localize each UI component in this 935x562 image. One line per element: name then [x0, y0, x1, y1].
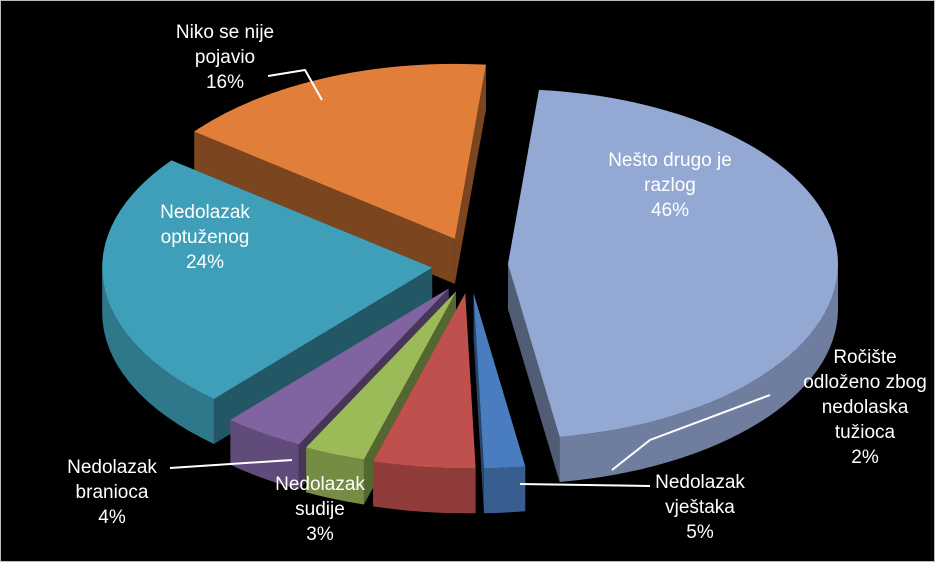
leader-line — [267, 68, 323, 101]
leader-lines — [169, 68, 771, 487]
label-name: Niko se nije pojavio — [175, 22, 275, 68]
slice-top — [194, 63, 486, 239]
slice-side — [473, 293, 484, 514]
label-name: Nedolazak optuženog — [160, 202, 250, 248]
slice-top — [507, 89, 838, 437]
slice — [373, 293, 476, 514]
label-value: 16% — [205, 72, 245, 93]
data-label: Ročište odloženo zbog nedolaska tužioca 2… — [795, 345, 935, 470]
slice-rim — [559, 264, 838, 482]
label-name: Ročište odloženo zbog nedolaska tužioca — [803, 347, 927, 443]
data-label: Nešto drugo je razlog 46% — [580, 148, 760, 223]
slice-rim — [306, 447, 364, 505]
data-label: Nedolazak sudije 3% — [260, 472, 380, 547]
slice-top — [230, 288, 449, 445]
slice-side — [454, 64, 486, 284]
slice-rim — [483, 466, 526, 514]
leader-line — [169, 459, 293, 469]
data-label: Niko se nije pojavio 16% — [155, 20, 295, 95]
label-name: Nedolazak vještaka — [655, 472, 745, 518]
label-value: 3% — [306, 524, 334, 545]
label-value: 5% — [686, 522, 714, 543]
slice-side — [194, 131, 455, 284]
slice-top — [306, 291, 457, 460]
slices — [102, 63, 838, 514]
slice-rim — [230, 419, 299, 490]
slice-rim — [373, 461, 476, 514]
label-value: 2% — [851, 447, 879, 468]
slice-top — [473, 293, 526, 469]
label-name: Nešto drugo je razlog — [608, 150, 732, 196]
slice-rim — [102, 267, 214, 444]
slice — [507, 89, 838, 482]
label-name: Nedolazak sudije — [275, 474, 365, 520]
leader-line — [519, 483, 651, 487]
label-value: 4% — [98, 507, 126, 528]
slice-side — [507, 264, 560, 482]
slice — [194, 63, 486, 284]
slice-top — [102, 160, 433, 399]
slice — [473, 293, 526, 514]
data-label: Nedolazak optuženog 24% — [145, 200, 265, 275]
slice-top — [373, 293, 476, 469]
label-name: Nedolazak branioca — [67, 457, 157, 503]
data-label: Nedolazak vještaka 5% — [640, 470, 760, 545]
data-label: Nedolazak branioca 4% — [52, 455, 172, 530]
label-value: 24% — [185, 252, 225, 273]
label-value: 46% — [650, 200, 690, 221]
leader-line — [611, 394, 771, 471]
